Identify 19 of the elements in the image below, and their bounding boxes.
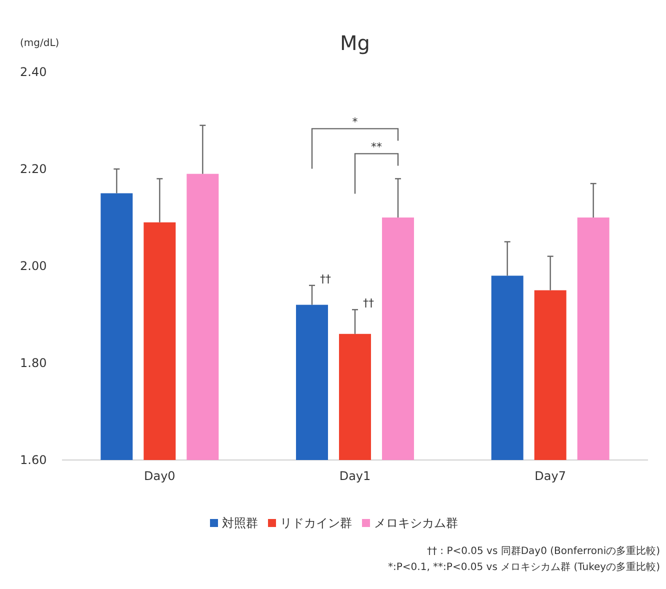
y-tick-label: 2.00 — [20, 259, 47, 273]
text: *:P<0.1, **:P<0.05 vs メロキシカム群 (Tukeyの多重比較) — [388, 561, 660, 573]
x-tick-label: Day1 — [339, 469, 371, 483]
x-tick-label: Day7 — [534, 469, 566, 483]
y-tick-label: 1.80 — [20, 356, 47, 370]
y-tick-label: 2.20 — [20, 162, 47, 176]
annotation: ** — [371, 140, 382, 154]
legend-label: 対照群 — [222, 516, 258, 530]
y-axis-title: (mg/dL) — [20, 38, 60, 49]
annotation: †† — [363, 296, 374, 310]
annotation: * — [352, 116, 358, 129]
y-tick-label: 2.40 — [20, 65, 47, 79]
x-tick-label: Day0 — [144, 469, 176, 483]
legend-label: リドカイン群 — [280, 516, 352, 530]
y-tick-label: 1.60 — [20, 453, 47, 467]
annotation: †† — [320, 272, 332, 286]
chart-title: Mg — [340, 31, 370, 55]
text: †† : P<0.05 vs 同群Day0 (Bonferroniの多重比較) — [426, 545, 660, 557]
legend-label: メロキシカム群 — [374, 516, 458, 530]
